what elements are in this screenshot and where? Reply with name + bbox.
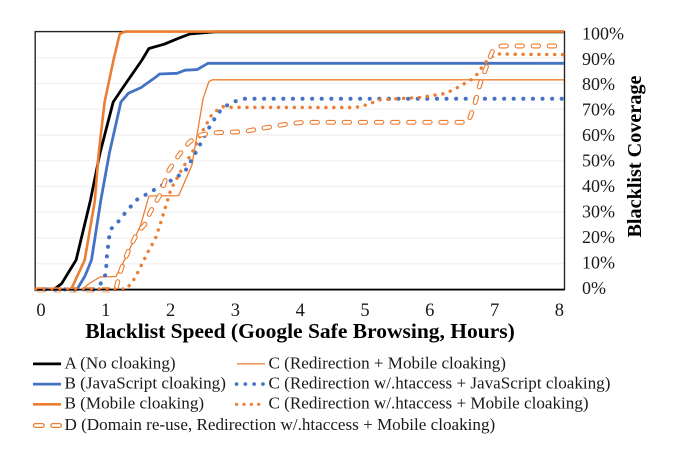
svg-text:7: 7: [490, 301, 499, 321]
svg-text:B (Mobile cloaking): B (Mobile cloaking): [65, 394, 205, 413]
svg-text:3: 3: [231, 301, 240, 321]
svg-text:0: 0: [36, 301, 45, 321]
svg-text:80%: 80%: [582, 74, 615, 94]
svg-text:40%: 40%: [582, 176, 615, 196]
svg-text:D (Domain re-use, Redirection: D (Domain re-use, Redirection w/.htacces…: [65, 415, 496, 434]
svg-text:B (JavaScript cloaking): B (JavaScript cloaking): [65, 374, 226, 393]
svg-text:A (No cloaking): A (No cloaking): [65, 353, 176, 372]
svg-text:70%: 70%: [582, 100, 615, 120]
svg-text:6: 6: [425, 301, 434, 321]
svg-text:0%: 0%: [582, 278, 606, 298]
svg-text:60%: 60%: [582, 125, 615, 145]
svg-text:C (Redirection w/.htaccess + M: C (Redirection w/.htaccess + Mobile cloa…: [269, 394, 589, 413]
svg-text:Blacklist Speed (Google Safe B: Blacklist Speed (Google Safe Browsing, H…: [85, 319, 515, 343]
svg-text:30%: 30%: [582, 202, 615, 222]
svg-text:5: 5: [360, 301, 369, 321]
svg-text:10%: 10%: [582, 252, 615, 272]
svg-text:50%: 50%: [582, 151, 615, 171]
svg-text:Blacklist Coverage: Blacklist Coverage: [624, 75, 646, 237]
svg-text:2: 2: [166, 301, 175, 321]
svg-text:C (Redirection + Mobile cloaki: C (Redirection + Mobile cloaking): [269, 353, 507, 372]
svg-text:100%: 100%: [582, 23, 624, 43]
svg-text:90%: 90%: [582, 49, 615, 69]
svg-text:4: 4: [296, 301, 305, 321]
svg-text:8: 8: [555, 301, 564, 321]
svg-text:20%: 20%: [582, 227, 615, 247]
svg-text:C (Redirection w/.htaccess + J: C (Redirection w/.htaccess + JavaScript …: [269, 374, 611, 393]
svg-text:1: 1: [101, 301, 110, 321]
